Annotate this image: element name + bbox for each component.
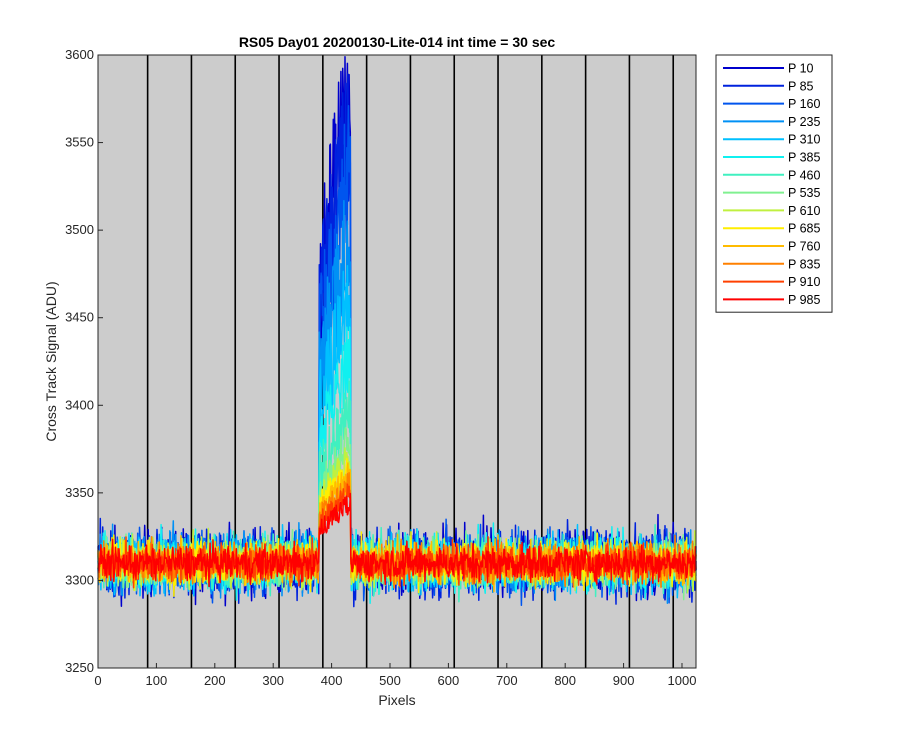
legend-label: P 385	[788, 151, 820, 165]
x-tick-label: 600	[438, 673, 460, 688]
legend-label: P 760	[788, 240, 820, 254]
y-tick-label: 3300	[65, 572, 94, 587]
legend-label: P 610	[788, 204, 820, 218]
x-tick-label: 200	[204, 673, 226, 688]
series-line	[97, 492, 697, 588]
x-tick-label: 800	[554, 673, 576, 688]
legend-label: P 985	[788, 293, 820, 307]
legend-label: P 460	[788, 168, 820, 182]
x-tick-label: 1000	[668, 673, 697, 688]
y-tick-label: 3250	[65, 660, 94, 675]
x-tick-label: 900	[613, 673, 635, 688]
legend-label: P 160	[788, 97, 820, 111]
x-tick-label: 500	[379, 673, 401, 688]
legend-label: P 535	[788, 186, 820, 200]
legend-label: P 310	[788, 133, 820, 147]
legend-label: P 85	[788, 79, 814, 93]
y-tick-label: 3400	[65, 397, 94, 412]
legend-label: P 835	[788, 257, 820, 271]
x-axis-label: Pixels	[378, 692, 415, 708]
x-tick-label: 100	[146, 673, 168, 688]
y-tick-label: 3350	[65, 485, 94, 500]
x-tick-label: 300	[262, 673, 284, 688]
y-axis-label: Cross Track Signal (ADU)	[43, 281, 59, 441]
legend-box	[715, 54, 833, 313]
legend-label: P 235	[788, 115, 820, 129]
legend-label: P 685	[788, 222, 820, 236]
legend: P 10 P 85 P 160 P 235 P 310 P 385 P 460 P 535 P …	[715, 54, 833, 313]
series-lines	[97, 55, 697, 608]
x-tick-label: 700	[496, 673, 518, 688]
chart-title: RS05 Day01 20200130-Lite-014 int time = …	[239, 34, 556, 50]
x-tick-label: 0	[94, 673, 101, 688]
legend-label: P 910	[788, 275, 820, 289]
y-tick-label: 3600	[65, 47, 94, 62]
y-axis: 3250 3300 3350 3400 3450 3500 3550 3600	[65, 47, 103, 675]
x-axis: 0 100 200 300 400 500 600 700 800 900 1000	[94, 663, 696, 688]
y-tick-label: 3450	[65, 310, 94, 325]
x-tick-label: 400	[321, 673, 343, 688]
y-tick-label: 3550	[65, 135, 94, 150]
y-tick-label: 3500	[65, 222, 94, 237]
legend-label: P 10	[788, 62, 814, 76]
